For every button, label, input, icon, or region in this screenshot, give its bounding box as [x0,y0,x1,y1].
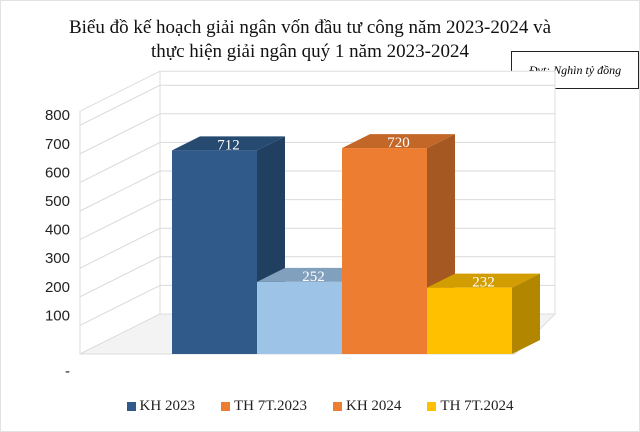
gridline [79,84,161,126]
data-label: 252 [302,269,325,285]
chart-title-line2: thực hiện giải ngân quý 1 năm 2023-2024 [151,41,469,62]
bar-front [257,281,342,354]
gridline [79,170,161,212]
legend: KH 2023 TH 7T.2023 KH 2024 TH 7T.2024 [0,398,640,415]
y-tick-label: 200 [45,279,70,296]
chart-title-line1: Biểu đồ kế hoạch giải ngân vốn đầu tư cô… [68,17,552,38]
bar-side [512,273,540,354]
legend-item: KH 2023 [126,398,195,415]
legend-swatch [427,402,437,411]
data-label: 232 [472,275,495,291]
legend-label: KH 2023 [139,398,195,414]
data-label: 712 [217,137,240,153]
legend-item: TH 7T.2024 [427,398,513,415]
bar-front [427,287,512,354]
legend-item: TH 7T.2023 [220,398,307,415]
legend-swatch [126,402,136,411]
legend-swatch [220,402,230,411]
bar-front [172,150,257,354]
bar-top [172,136,285,151]
gridline [79,199,161,241]
y-tick-label: 700 [45,136,70,153]
data-label: 720 [387,135,410,151]
legend-label: TH 7T.2024 [440,398,514,414]
legend-label: KH 2024 [346,398,402,414]
y-tick-label: 600 [45,164,70,181]
y-tick-label: 800 [45,107,70,124]
y-tick-label: 100 [45,307,70,324]
bar-top [427,273,540,288]
bar-top [257,267,370,282]
gridline [79,227,161,269]
y-tick-label: 300 [45,250,70,267]
legend-swatch [333,402,342,411]
legend-item: KH 2024 [333,398,401,415]
y-tick-label: 500 [45,193,70,210]
gridline [79,284,161,326]
gridline [79,141,161,183]
bar-4: 232 [427,273,540,354]
side-wall [79,70,161,355]
bar-top [342,134,455,149]
y-tick-label: - [65,363,70,380]
gridline [79,113,161,155]
gridline [79,256,161,298]
y-tick-label: 400 [45,222,70,239]
bar-front [342,148,427,354]
legend-label: TH 7T.2023 [233,398,307,414]
